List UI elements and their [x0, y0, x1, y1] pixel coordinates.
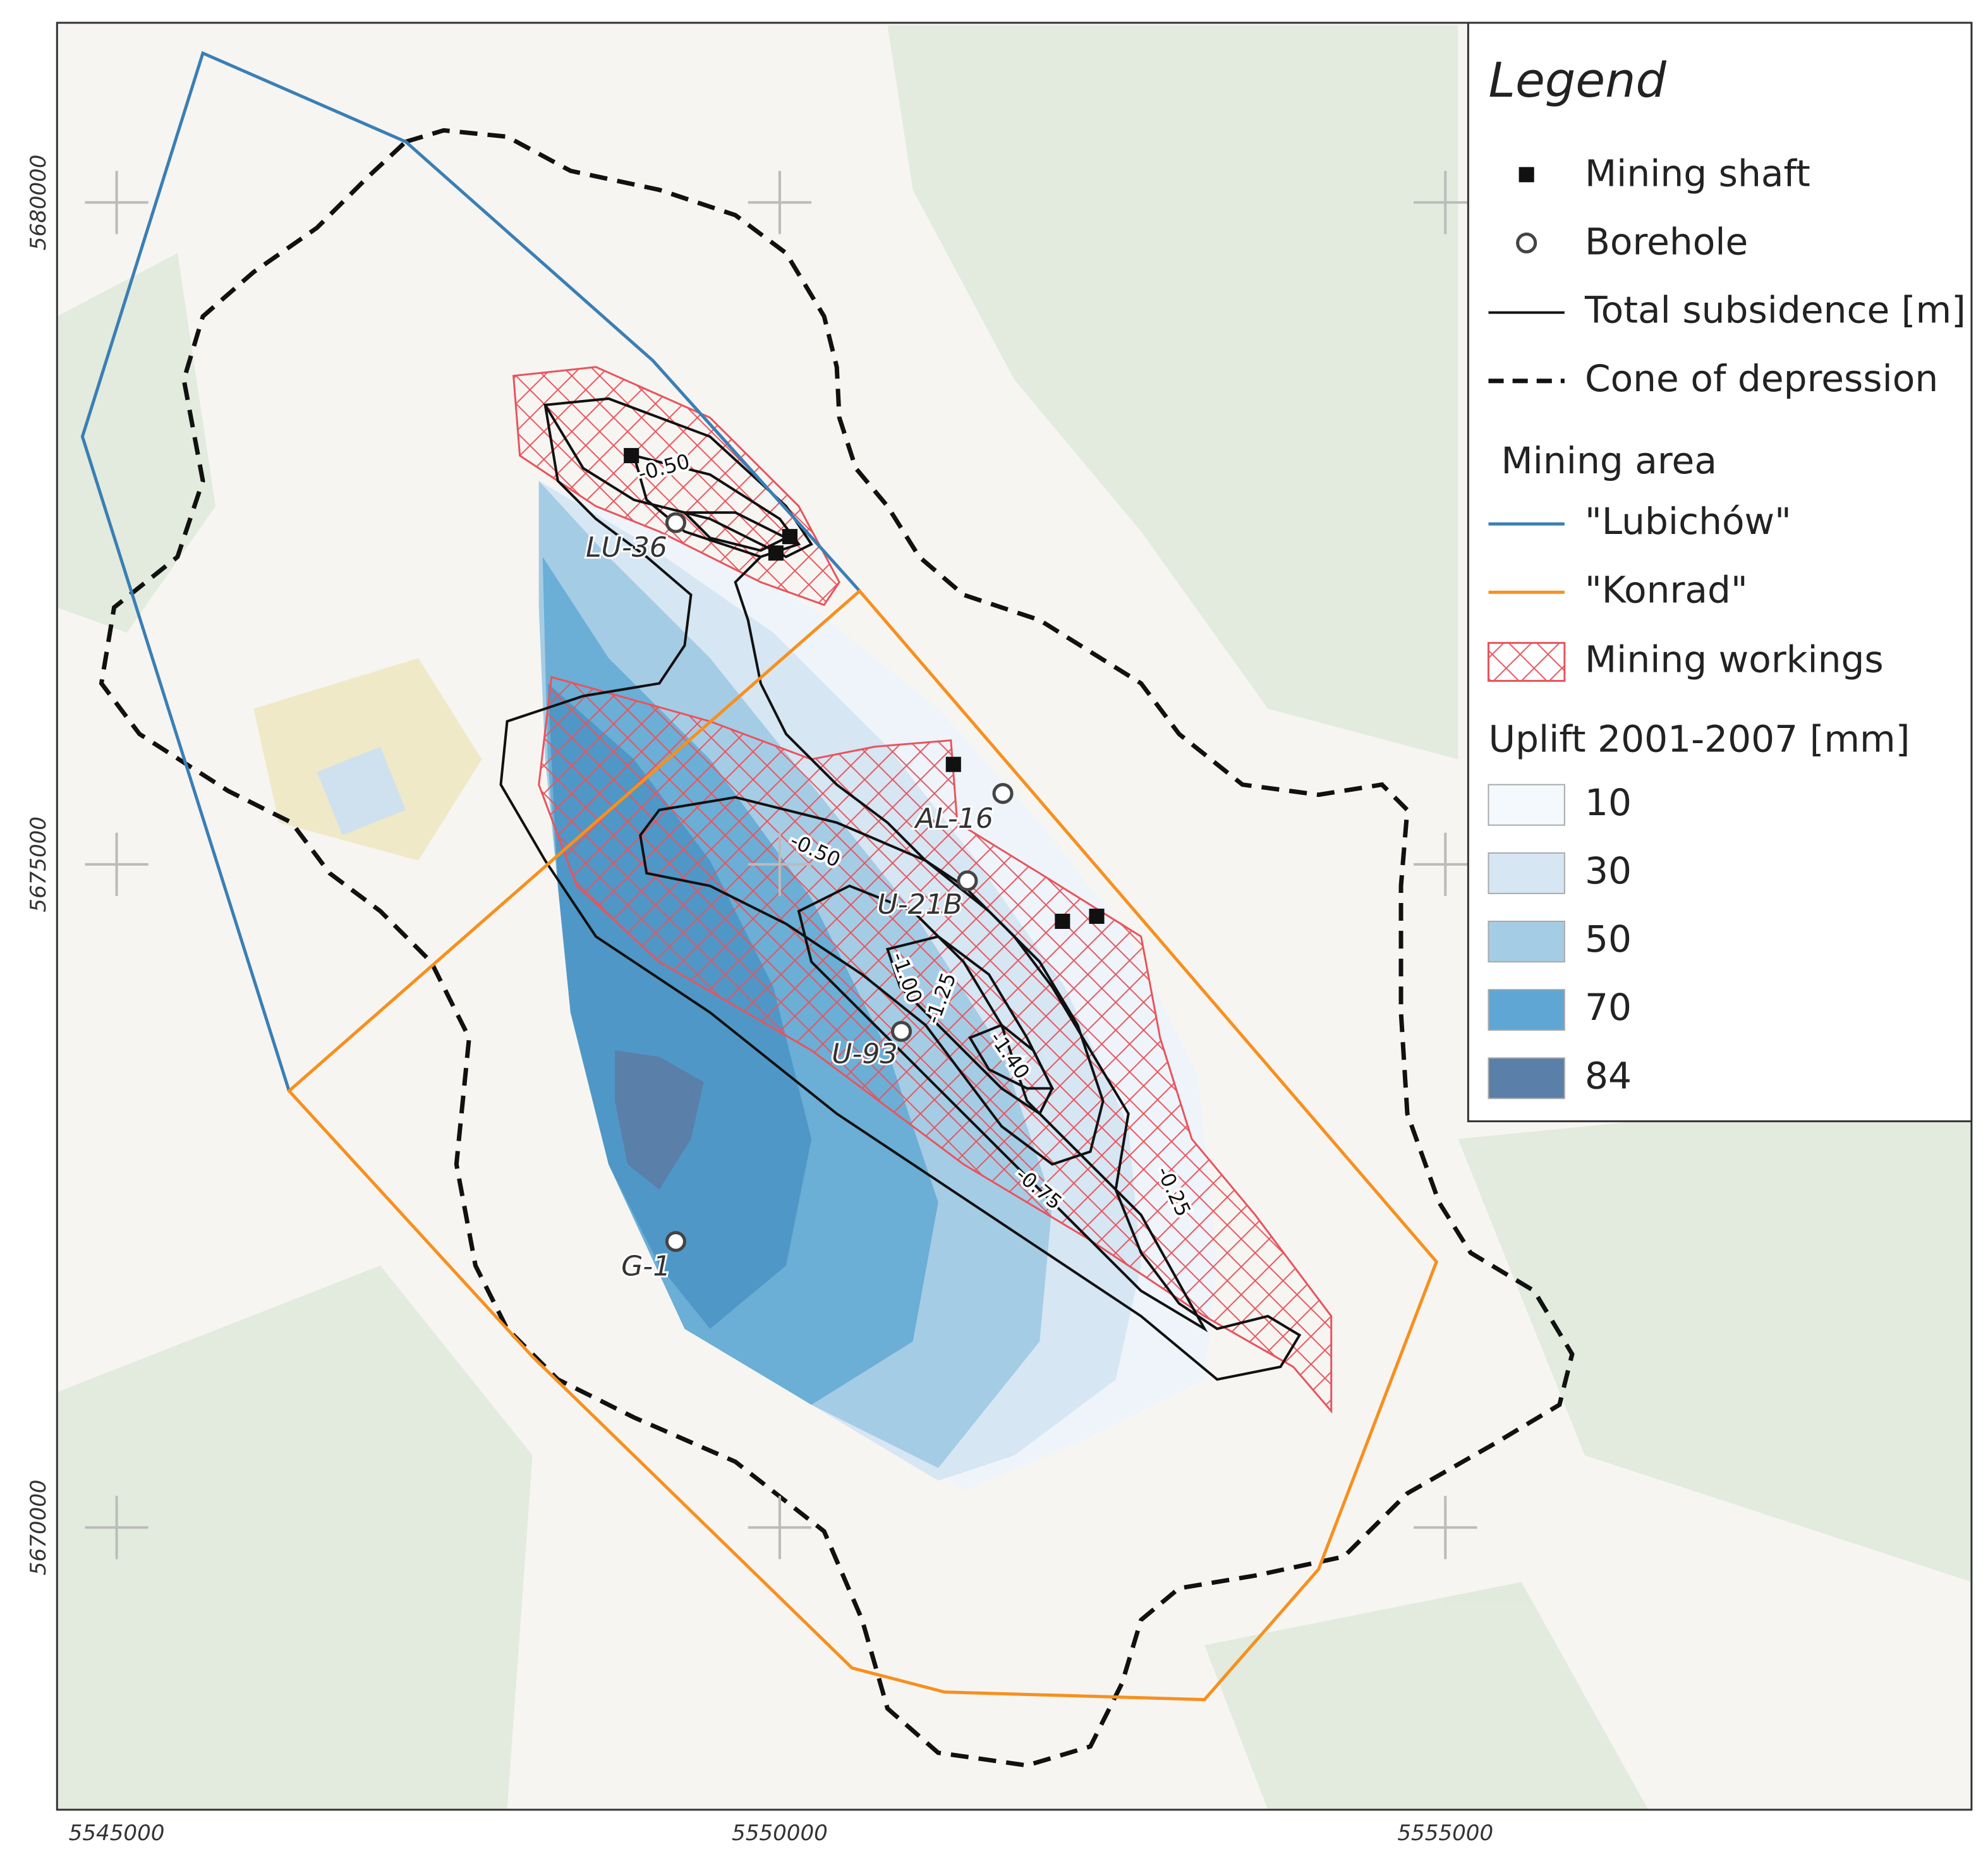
legend-item: 50 [1585, 918, 1632, 961]
legend-swatch [1488, 989, 1565, 1031]
legend-item: 10 [1585, 781, 1632, 824]
mining-workings [512, 366, 1333, 1414]
cone-of-depression [99, 128, 1575, 1768]
x-coordinate-label: 5545000 [69, 1821, 165, 1846]
legend-item: Mining workings [1585, 638, 1884, 681]
legend-subtitle: Uplift 2001-2007 [mm] [1488, 718, 1910, 761]
legend-item: 70 [1585, 986, 1632, 1029]
legend-swatch [1488, 784, 1565, 826]
legend-symbol [1518, 167, 1534, 183]
grid-crosses [85, 171, 1477, 1560]
legend-item: "Lubichów" [1585, 500, 1791, 543]
legend-item: Total subsidence [m] [1584, 289, 1966, 332]
y-coordinate-label: 5670000 [26, 1479, 51, 1575]
borehole-label: U-93 [832, 1038, 897, 1070]
lubichow-boundary [80, 51, 861, 1092]
boreholes [665, 512, 1014, 1252]
legend-item: 84 [1585, 1054, 1632, 1097]
legend-item: 30 [1585, 849, 1632, 892]
legend-symbol [1516, 232, 1537, 254]
y-coordinate-label: 5675000 [26, 816, 51, 912]
lake [317, 746, 406, 835]
legend-item: Borehole [1585, 221, 1748, 264]
legend-swatch [1488, 920, 1565, 963]
legend-item: "Konrad" [1585, 568, 1748, 611]
legend-title: Legend [1488, 52, 1666, 108]
subsidence-contours [499, 397, 1302, 1381]
x-coordinate-label: 5550000 [732, 1821, 828, 1846]
y-coordinate-label: 5680000 [26, 155, 51, 251]
legend-subtitle: Mining area [1501, 439, 1717, 482]
legend-item: Cone of depression [1585, 357, 1938, 400]
legend: Legend Mining shaft Borehole Total subsi… [1467, 21, 1973, 1122]
legend-swatch [1488, 1057, 1565, 1100]
mining-shafts [624, 447, 1105, 929]
borehole-label: G-1 [621, 1251, 670, 1283]
x-coordinate-label: 5555000 [1397, 1821, 1493, 1846]
legend-item: Mining shaft [1585, 152, 1810, 195]
legend-symbol [1487, 641, 1566, 682]
legend-swatch [1488, 852, 1565, 894]
forest [57, 25, 1972, 1810]
borehole-label: AL-16 [914, 803, 993, 835]
konrad-boundary [286, 588, 1439, 1702]
borehole-label: U-21B [877, 888, 962, 921]
borehole-label: LU-36 [586, 531, 667, 564]
